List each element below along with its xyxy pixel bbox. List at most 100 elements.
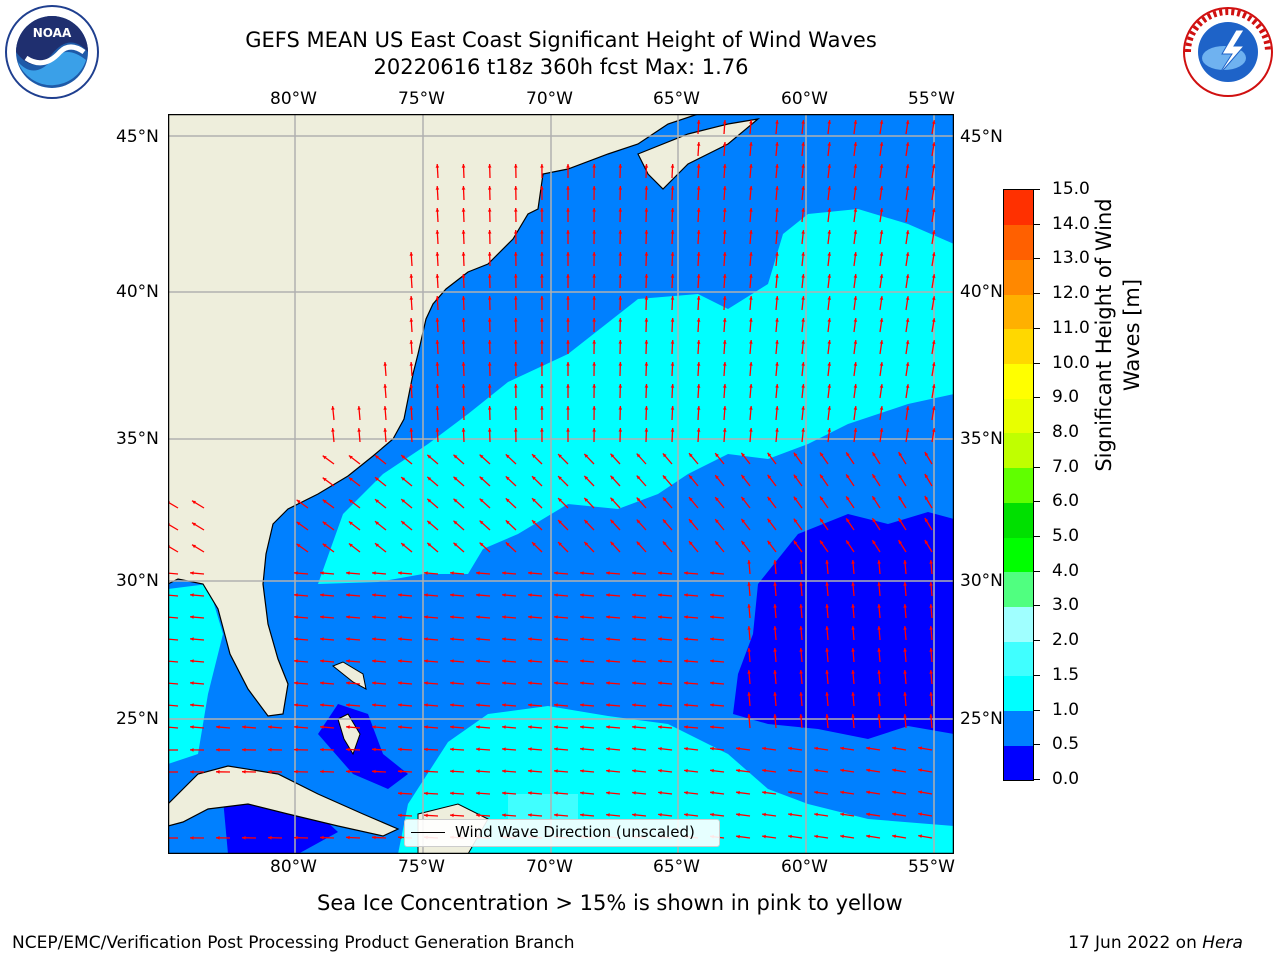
wind-arrow-head	[801, 230, 805, 234]
lat-label-right: 35°N	[960, 429, 1003, 449]
wind-arrow-head	[610, 541, 615, 546]
wind-arrow-head	[320, 615, 324, 619]
wind-arrow-head	[879, 208, 884, 212]
wind-arrow-head	[827, 362, 831, 366]
wind-arrow-head	[710, 615, 714, 619]
wind-arrow-head	[618, 252, 623, 256]
wind-arrow-head	[632, 637, 636, 641]
wind-arrow-head	[853, 274, 858, 278]
wind-arrow-head	[722, 362, 727, 366]
wind-arrow-head	[827, 406, 831, 410]
wind-arrow-head	[632, 725, 636, 729]
wind-arrow-head	[540, 340, 544, 344]
wind-arrow-head	[476, 593, 480, 597]
colorbar-tick-label: 1.0	[1052, 699, 1080, 720]
wind-arrow-head	[540, 164, 544, 168]
wind-arrow-head	[827, 340, 831, 344]
wind-arrow-head	[424, 725, 428, 729]
lat-label-right: 25°N	[960, 709, 1003, 729]
wind-arrow-head	[322, 543, 327, 548]
wind-arrow-head	[435, 274, 440, 278]
wind-arrow-head	[827, 296, 831, 300]
wind-arrow-head	[747, 648, 751, 652]
wind-arrow-head	[268, 725, 272, 729]
wind-arrow-head	[931, 318, 936, 322]
wind-arrow-head	[540, 208, 544, 212]
wind-arrow-head	[767, 452, 772, 457]
wind-arrow-head	[670, 252, 675, 256]
wind-arrow-head	[487, 384, 492, 388]
wind-arrow-head	[773, 648, 777, 652]
wind-arrow-head	[476, 659, 480, 663]
wind-arrow-head	[879, 120, 884, 124]
lat-label-left: 40°N	[116, 282, 159, 302]
wind-arrow	[168, 501, 179, 509]
wind-arrow-head	[190, 725, 194, 729]
wind-arrow-head	[924, 452, 929, 456]
wind-arrow-head	[476, 813, 480, 818]
wind-arrow-head	[398, 725, 402, 729]
wind-arrow-head	[461, 406, 466, 410]
wind-arrow-head	[924, 518, 929, 522]
wind-arrow-head	[853, 296, 858, 300]
lon-label-bottom: 60°W	[781, 857, 828, 877]
wind-arrow-head	[528, 725, 532, 729]
wind-arrow-head	[532, 542, 536, 546]
wind-arrow-head	[322, 477, 327, 482]
wind-arrow-head	[903, 604, 907, 608]
wind-arrow-head	[435, 318, 440, 322]
wind-arrow-head	[710, 571, 714, 575]
wind-arrow-head	[749, 208, 753, 212]
wind-arrow-head	[710, 725, 714, 729]
wind-arrow-head	[294, 615, 298, 619]
wind-arrow-head	[487, 362, 492, 366]
lat-label-right: 30°N	[960, 571, 1003, 591]
wind-arrow-head	[775, 164, 779, 168]
wind-arrow-head	[853, 164, 858, 168]
wind-arrow-head	[592, 296, 596, 300]
wind-arrow-head	[722, 208, 727, 212]
wind-arrow-head	[644, 362, 649, 366]
wind-arrow-head	[294, 747, 298, 752]
wind-arrow-head	[450, 637, 454, 641]
wind-arrow-head	[905, 362, 910, 366]
wind-arrow-head	[749, 406, 753, 410]
wind-arrow-head	[192, 522, 196, 527]
wind-arrow-head	[435, 362, 440, 366]
wind-arrow-head	[931, 274, 936, 278]
wind-arrow-head	[684, 703, 688, 707]
wind-arrow-head	[684, 813, 688, 817]
wind-arrow-head	[801, 252, 805, 256]
wind-arrow-head	[294, 725, 298, 729]
date-text: 17 Jun 2022 on Hera	[1068, 933, 1243, 953]
wind-arrow-head	[554, 681, 558, 685]
wind-arrow-head	[514, 252, 518, 256]
wind-arrow-head	[710, 790, 714, 795]
wind-arrow-head	[294, 769, 298, 774]
wind-arrow-head	[540, 406, 544, 410]
wind-arrow-head	[580, 681, 584, 685]
wind-arrow-head	[461, 318, 466, 322]
wind-arrow-head	[398, 615, 402, 619]
colorbar-tick-label: 4.0	[1052, 560, 1080, 581]
wind-arrow-head	[618, 406, 623, 410]
wind-arrow-head	[670, 318, 675, 322]
wind-arrow-head	[606, 703, 610, 707]
wind-arrow	[168, 704, 179, 707]
wind-arrow-head	[580, 769, 584, 773]
wind-arrow-head	[461, 428, 466, 432]
wind-arrow-head	[398, 571, 402, 575]
wind-arrow-head	[558, 454, 562, 458]
wind-arrow-head	[696, 208, 701, 212]
colorbar-title: Significant Height of Wind Waves [m]	[1090, 185, 1146, 485]
wind-arrow-head	[424, 813, 428, 818]
wind-arrow-head	[722, 164, 727, 168]
wind-arrow-head	[775, 252, 779, 256]
wind-arrow-head	[793, 518, 798, 523]
wind-arrow-head	[505, 454, 510, 459]
wind-arrow	[168, 616, 179, 619]
legend-line-symbol	[411, 832, 445, 833]
machine-name: Hera	[1202, 933, 1243, 953]
wind-arrow-head	[905, 296, 910, 300]
wind-arrow-head	[644, 340, 649, 344]
